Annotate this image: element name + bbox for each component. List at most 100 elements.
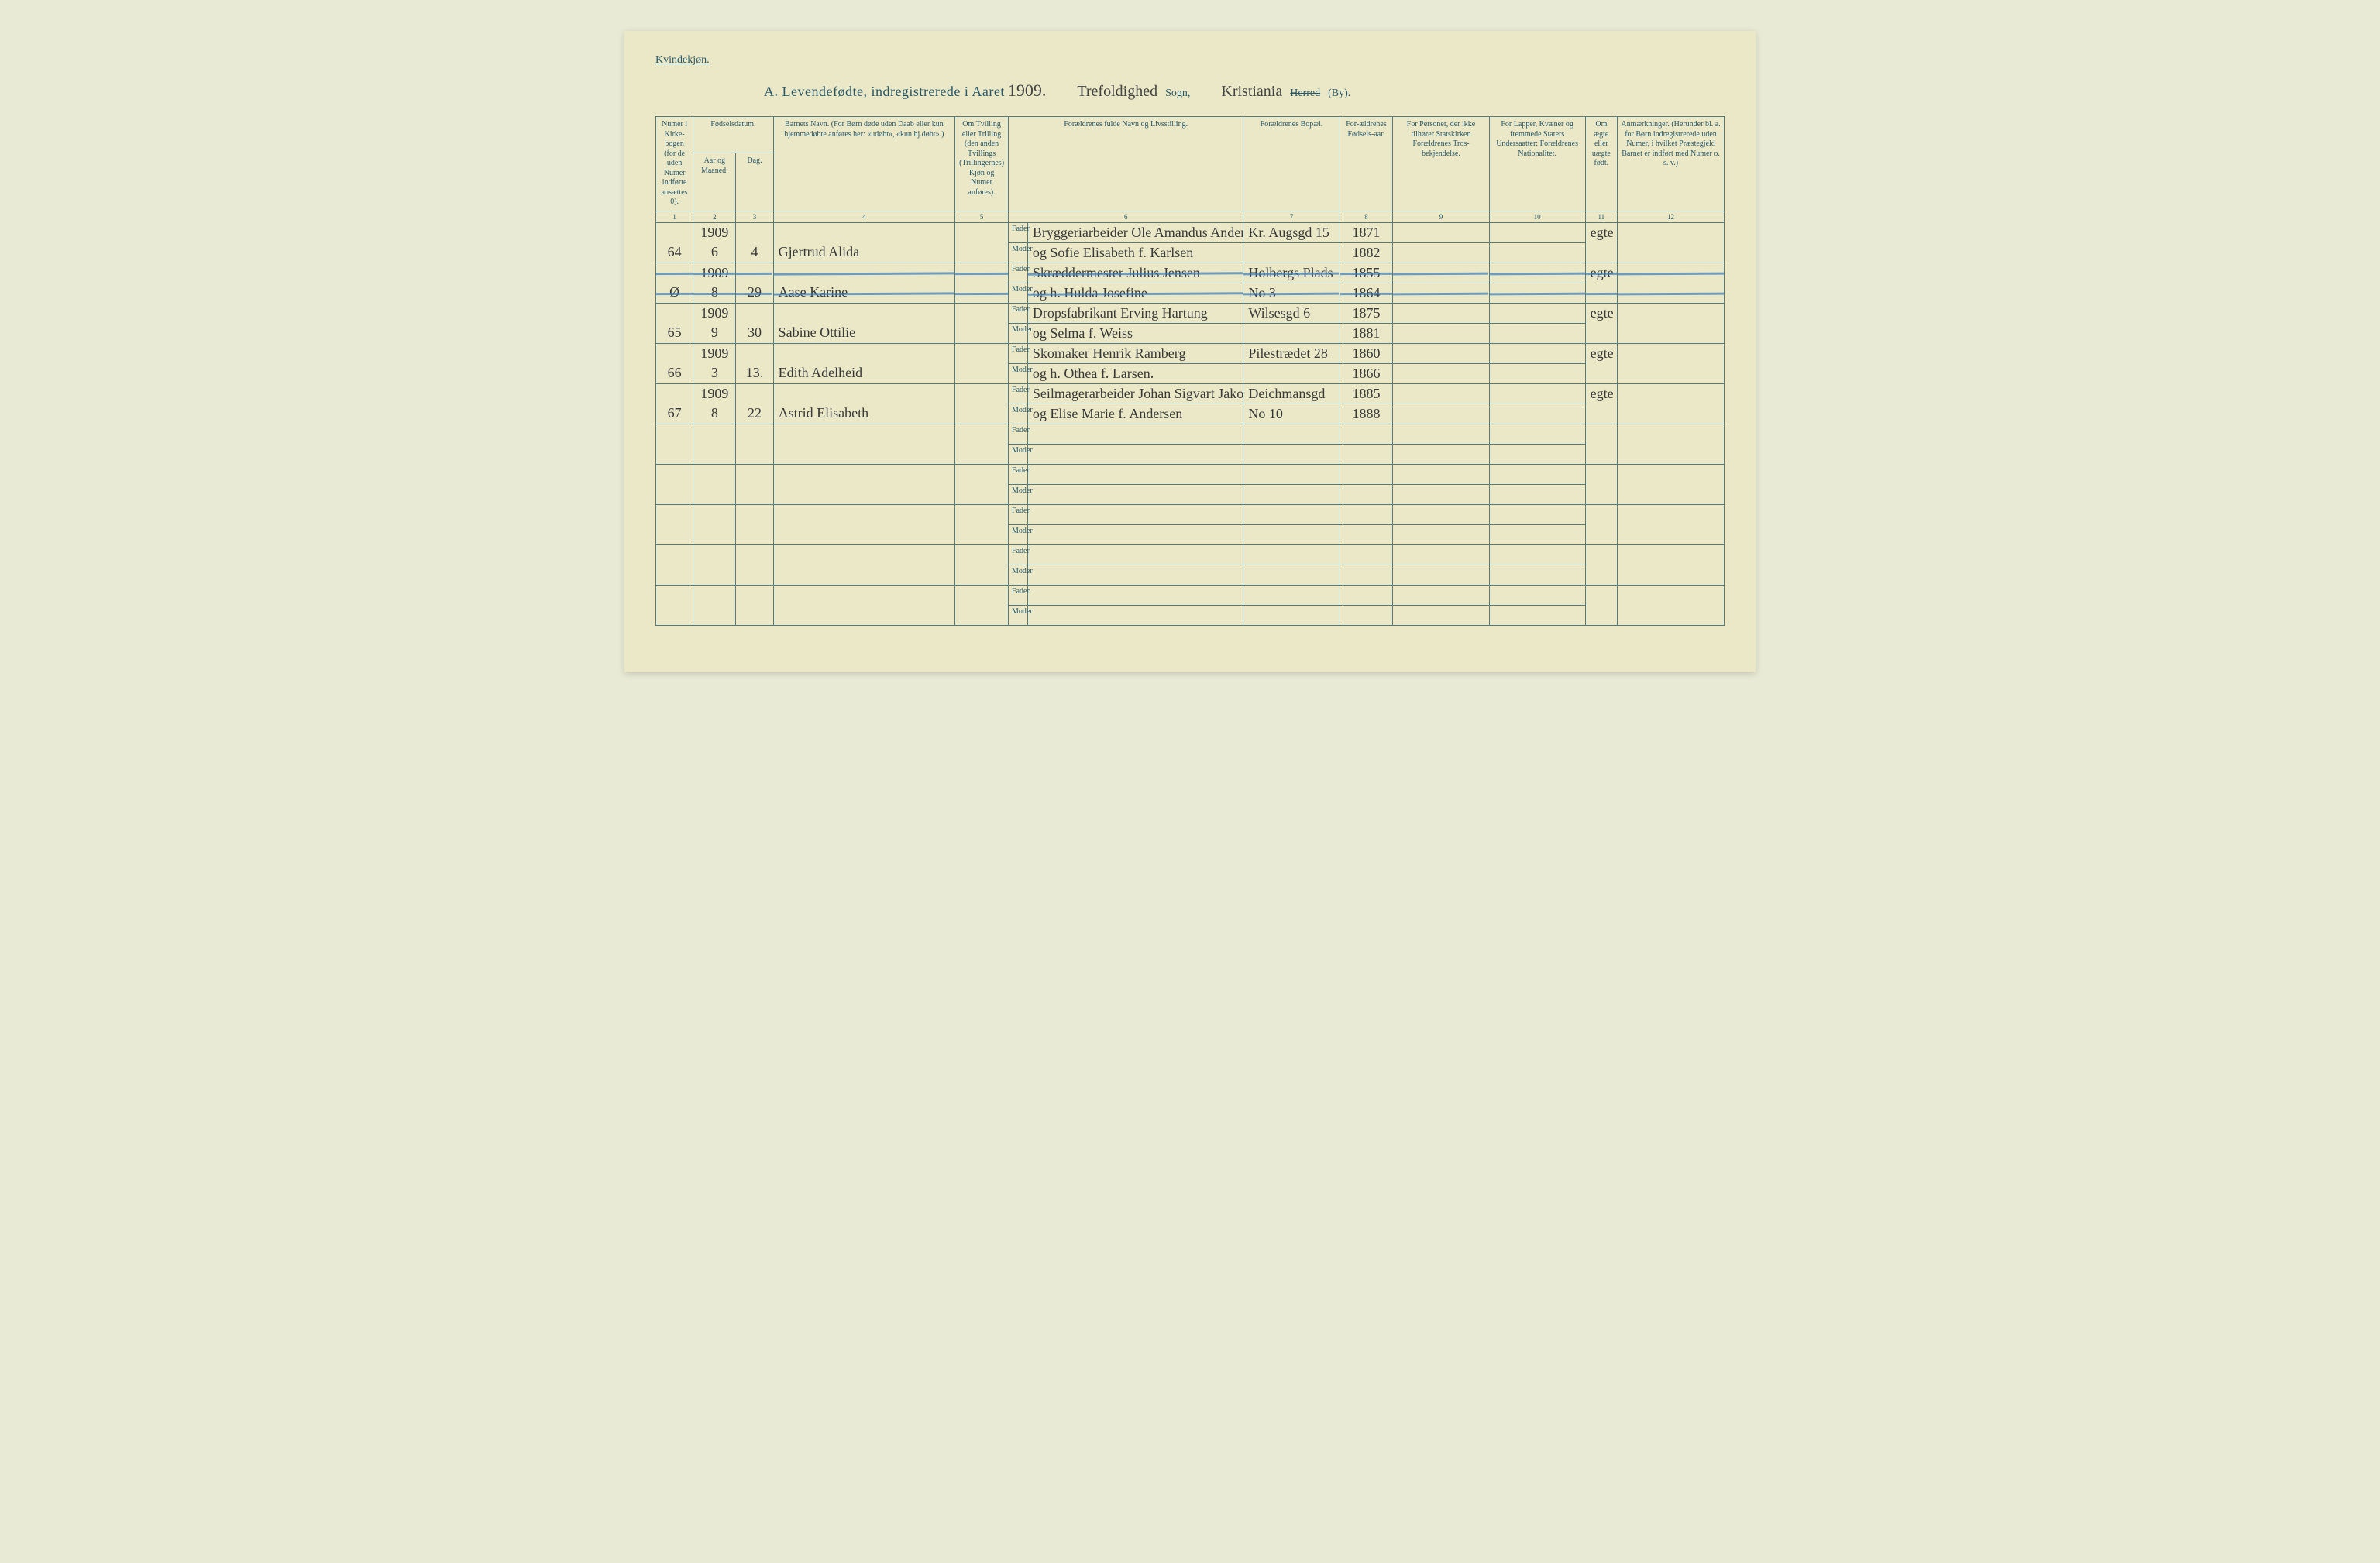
cell-aegte: egte [1585,263,1617,283]
cell-empty [1340,605,1393,625]
cell-tvil [955,283,1009,303]
cell-empty [955,444,1009,464]
colnum: 8 [1340,211,1393,222]
cell-num [656,263,693,283]
moder-label: Moder [1009,404,1028,424]
cell-year: 1909 [693,303,736,323]
cell-anm [1618,383,1725,404]
cell-empty [736,524,773,544]
cell-empty [656,544,693,565]
moder-label: Moder [1009,444,1028,464]
cell-empty [1340,504,1393,524]
cell-empty [1585,524,1617,544]
cell-empty [736,504,773,524]
cell-empty [693,524,736,544]
cell-faar: 1881 [1340,323,1393,343]
cell-faar: 1864 [1340,283,1393,303]
cell-dag [736,303,773,323]
cell-anm [1618,363,1725,383]
cell-nat [1489,343,1585,363]
cell-empty [736,605,773,625]
table-row: 6464Gjertrud AlidaModerog Sofie Elisabet… [656,242,1725,263]
table-row-empty: Fader [656,504,1725,524]
ledger-page: Kvindekjøn. A. Levendefødte, indregistre… [624,31,1756,672]
cell-dag [736,343,773,363]
cell-tros [1393,404,1489,424]
moder-label: Moder [1009,565,1028,585]
cell-empty [1489,484,1585,504]
cell-empty [1243,504,1340,524]
cell-month: 3 [693,363,736,383]
cell-empty [955,544,1009,565]
cell-tvil [955,303,1009,323]
cell-empty [736,464,773,484]
cell-empty [773,565,954,585]
cell-empty [1340,585,1393,605]
cell-empty [1393,424,1489,444]
cell-empty [1340,464,1393,484]
fader-label: Fader [1009,263,1028,283]
cell-empty [656,444,693,464]
sogn-value: Trefoldighed [1077,83,1157,101]
table-row: 1909FaderBryggeriarbeider Ole Amandus An… [656,222,1725,242]
cell-empty [955,605,1009,625]
cell-empty [1393,605,1489,625]
cell-bopael: No 3 [1243,283,1340,303]
cell-empty [656,484,693,504]
cell-aegte [1585,242,1617,263]
cell-navn: Gjertrud Alida [773,242,954,263]
cell-empty [1243,585,1340,605]
table-row: 66313.Edith AdelheidModerog h. Othea f. … [656,363,1725,383]
cell-aegte [1585,323,1617,343]
cell-tvil [955,343,1009,363]
cell-empty [1489,504,1585,524]
cell-num [656,383,693,404]
col-header-bopael: Forældrenes Bopæl. [1243,117,1340,211]
cell-empty [1243,484,1340,504]
cell-faar: 1885 [1340,383,1393,404]
cell-empty [1618,444,1725,464]
cell-dag [736,383,773,404]
col-header-faar: For-ældrenes Fødsels-aar. [1340,117,1393,211]
table-row-empty: Moder [656,524,1725,544]
fader-label: Fader [1009,424,1028,444]
cell-empty [1585,464,1617,484]
cell-moder: og Selma f. Weiss [1027,323,1243,343]
table-row-empty: Moder [656,605,1725,625]
cell-empty [1340,444,1393,464]
cell-empty [1340,524,1393,544]
cell-month: 9 [693,323,736,343]
cell-empty [1618,524,1725,544]
cell-tvil [955,383,1009,404]
cell-empty [773,424,954,444]
colnum: 3 [736,211,773,222]
cell-tros [1393,383,1489,404]
cell-year: 1909 [693,222,736,242]
cell-num [656,222,693,242]
table-row-empty: Moder [656,484,1725,504]
cell-empty [693,565,736,585]
cell-aegte: egte [1585,303,1617,323]
cell-empty [1585,504,1617,524]
cell-fader: Skomaker Henrik Ramberg [1027,343,1243,363]
table-row: 65930Sabine OttilieModerog Selma f. Weis… [656,323,1725,343]
cell-empty [1393,544,1489,565]
fader-label: Fader [1009,544,1028,565]
cell-empty [1027,544,1243,565]
title-year: 1909. [1008,81,1047,100]
cell-bopael: Pilestrædet 28 [1243,343,1340,363]
col-header-tvilling: Om Tvilling eller Trilling (den anden Tv… [955,117,1009,211]
cell-month: 6 [693,242,736,263]
cell-empty [955,585,1009,605]
cell-empty [656,565,693,585]
cell-empty [1585,444,1617,464]
cell-empty [1618,565,1725,585]
by-block: Kristiania Herred (By). [1221,83,1350,101]
cell-empty [773,444,954,464]
cell-empty [955,524,1009,544]
cell-nat [1489,283,1585,303]
cell-nat [1489,323,1585,343]
cell-empty [1393,484,1489,504]
cell-empty [736,484,773,504]
cell-anm [1618,303,1725,323]
